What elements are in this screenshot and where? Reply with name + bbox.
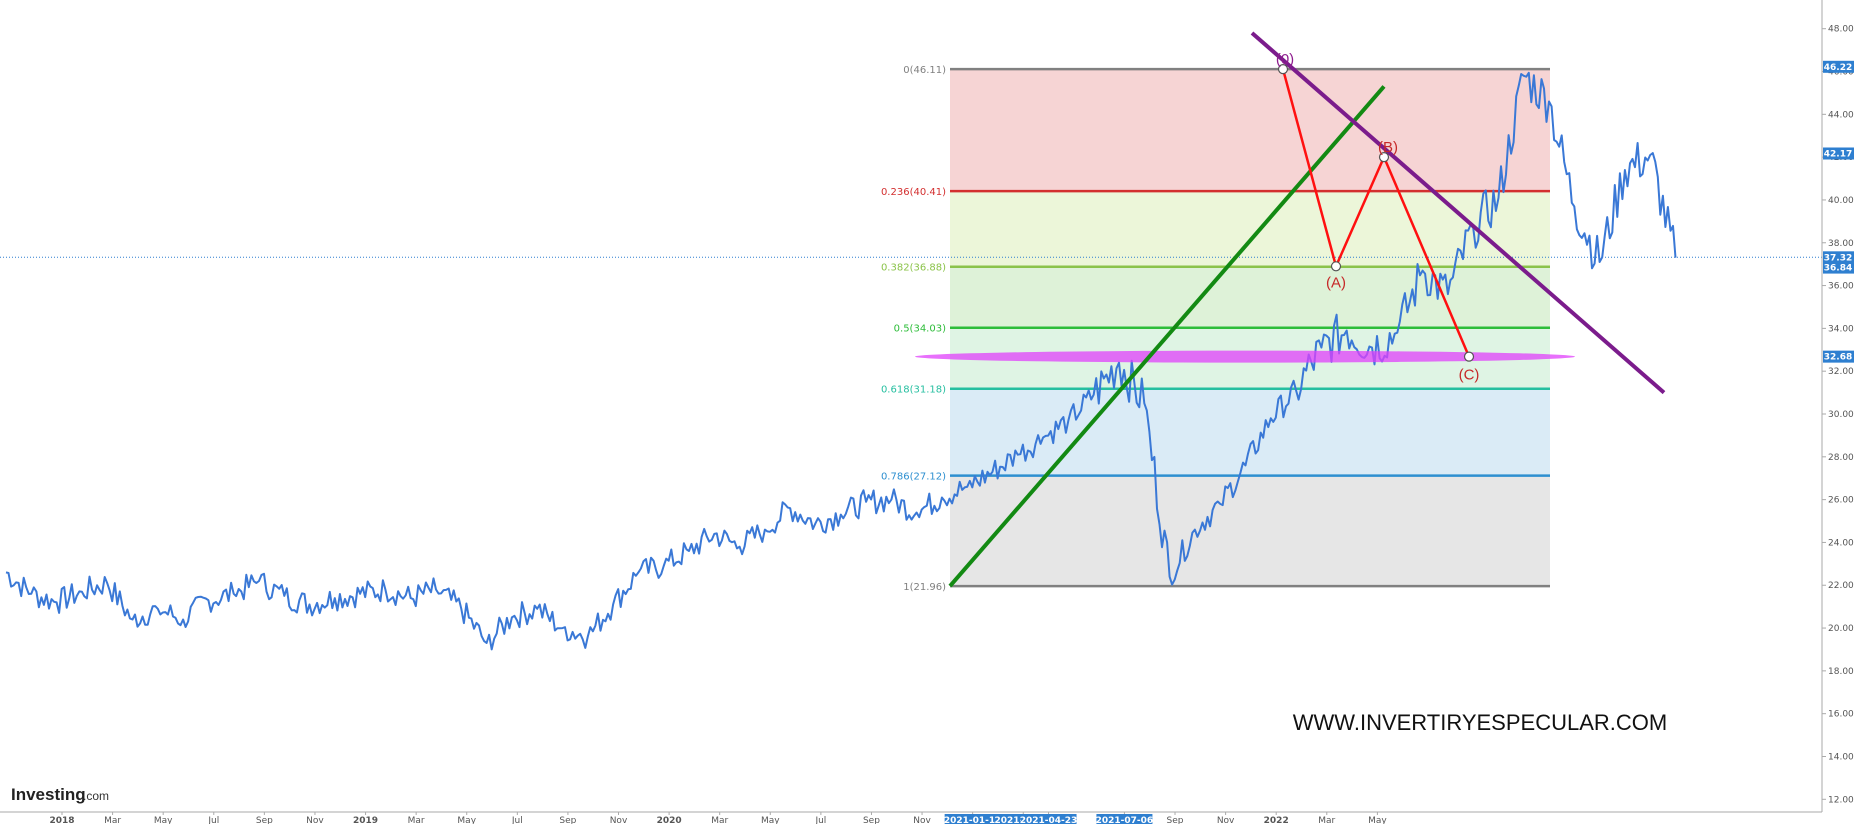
wave-label: (A): [1326, 274, 1346, 291]
y-tick-label: 14.00: [1828, 752, 1854, 762]
x-highlight-badge: [1020, 814, 1077, 825]
y-tick-label: 34.00: [1828, 324, 1854, 334]
y-axis: 12.00 14.00 16.00 18.00 20.00 22.00 24.00 26.00…: [1821, 0, 1854, 812]
fib-zone: [950, 475, 1550, 587]
y-tick-label: 44.00: [1828, 110, 1854, 120]
price-badge: [1823, 147, 1854, 160]
support-zone-ellipse: [915, 350, 1575, 363]
elliott-wave-path: [1281, 68, 1471, 358]
x-tick-label: Nov: [306, 816, 324, 824]
x-tick-label: May: [1368, 816, 1387, 824]
fib-zone: [950, 388, 1550, 476]
x-tick-label: Mar: [408, 816, 425, 824]
wave-label: (B): [1378, 139, 1398, 156]
fib-level-label: 1(21.96): [903, 582, 946, 593]
resistance-trendline: [1250, 31, 1666, 395]
price-badge-label: 32.68: [1824, 353, 1852, 363]
y-tick-label: 20.00: [1828, 624, 1854, 634]
y-tick-label: 16.00: [1828, 710, 1854, 720]
y-tick-label: 22.00: [1828, 581, 1854, 591]
x-tick-label: May: [761, 816, 780, 824]
fib-level-label: 0.618(31.18): [881, 385, 946, 396]
x-tick-label: May: [154, 816, 173, 824]
fib-level-label: 0(46.11): [903, 65, 946, 76]
x-tick-label: Nov: [610, 816, 628, 824]
x-tick-label: Nov: [913, 816, 931, 824]
x-tick-label: Jul: [814, 816, 826, 824]
x-tick-label: Nov: [1217, 816, 1235, 824]
fibonacci-levels: 0(46.11) 0.236(40.41) 0.382(36.88) 0.5(34.0…: [0, 65, 1822, 593]
x-tick-label: Mar: [711, 816, 728, 824]
x-tick-label: Mar: [104, 816, 121, 824]
x-tick-label: Mar: [1318, 816, 1335, 824]
fib-level-label: 0.786(27.12): [881, 472, 946, 483]
wave-point: [1277, 64, 1289, 75]
fib-zone: [950, 191, 1550, 267]
wave-point: [1463, 351, 1475, 362]
x-tick-label: 2021-07-06: [1096, 816, 1154, 824]
y-tick-label: 40.00: [1828, 196, 1854, 206]
wave-point: [1378, 152, 1390, 163]
drawing-overlays[interactable]: (0) (A) (B) (C): [915, 31, 1666, 588]
x-tick-label: Jul: [511, 816, 523, 824]
y-tick-label: 48.00: [1828, 25, 1854, 35]
support-trendline: [948, 85, 1386, 588]
fib-zone: [950, 266, 1550, 328]
y-tick-label: 36.00: [1828, 282, 1854, 292]
wave-point: [1330, 261, 1342, 272]
brand-sub-text: .com: [83, 789, 109, 803]
price-series: [5, 71, 1677, 651]
y-tick-label: 28.00: [1828, 453, 1854, 463]
x-tick-label: Sep: [863, 816, 880, 824]
y-tick-label: 26.00: [1828, 496, 1854, 506]
x-tick-label: 2021-01-19: [944, 816, 1002, 824]
y-tick-label: 18.00: [1828, 667, 1854, 677]
fib-level-label: 0.5(34.03): [894, 324, 946, 335]
x-tick-label: 2019: [353, 816, 378, 824]
price-badge-label: 42.17: [1824, 149, 1852, 159]
y-tick-label: 12.00: [1828, 795, 1854, 805]
fib-zone: [950, 69, 1550, 192]
price-badge: [1823, 60, 1854, 73]
watermark-text: WWW.INVERTIRYESPECULAR.COM: [1293, 710, 1667, 735]
price-badge: [1823, 350, 1854, 363]
x-tick-label: Jul: [207, 816, 219, 824]
x-tick-label: Sep: [559, 816, 576, 824]
y-tick-label: 30.00: [1828, 410, 1854, 420]
x-tick-label: Sep: [256, 816, 273, 824]
x-tick-label: 2020: [657, 816, 682, 824]
x-tick-label: Sep: [1167, 816, 1184, 824]
x-highlight-badge: [1096, 814, 1153, 825]
price-badge: [1823, 261, 1854, 274]
brand-main-text: Investing: [11, 785, 86, 804]
price-badge-label: 46.22: [1824, 63, 1852, 73]
wave-label: (C): [1459, 367, 1480, 384]
y-tick-label: 32.00: [1828, 367, 1854, 377]
price-line: [5, 71, 1677, 651]
x-tick-label: 2021-04-23: [1020, 816, 1078, 824]
wave-label: (0): [1276, 51, 1294, 68]
x-highlight-badge: [944, 814, 1001, 825]
y-tick-label: 38.00: [1828, 239, 1854, 249]
fib-level-label: 0.382(36.88): [881, 263, 946, 274]
x-axis: 2018 Mar May Jul Sep Nov 2019 Mar May Jul Sep Nov 20…: [0, 811, 1822, 826]
fib-level-label: 0.236(40.41): [881, 187, 946, 198]
price-badge: [1823, 251, 1854, 264]
x-tick-label: May: [457, 816, 476, 824]
x-tick-label: 2018: [49, 816, 74, 824]
investing-logo: Investing .com: [11, 785, 109, 804]
price-badge-label: 37.32: [1824, 253, 1852, 263]
y-tick-label: 24.00: [1828, 538, 1854, 548]
x-tick-label: 2022: [1264, 816, 1289, 824]
price-badge-label: 36.84: [1824, 264, 1852, 274]
